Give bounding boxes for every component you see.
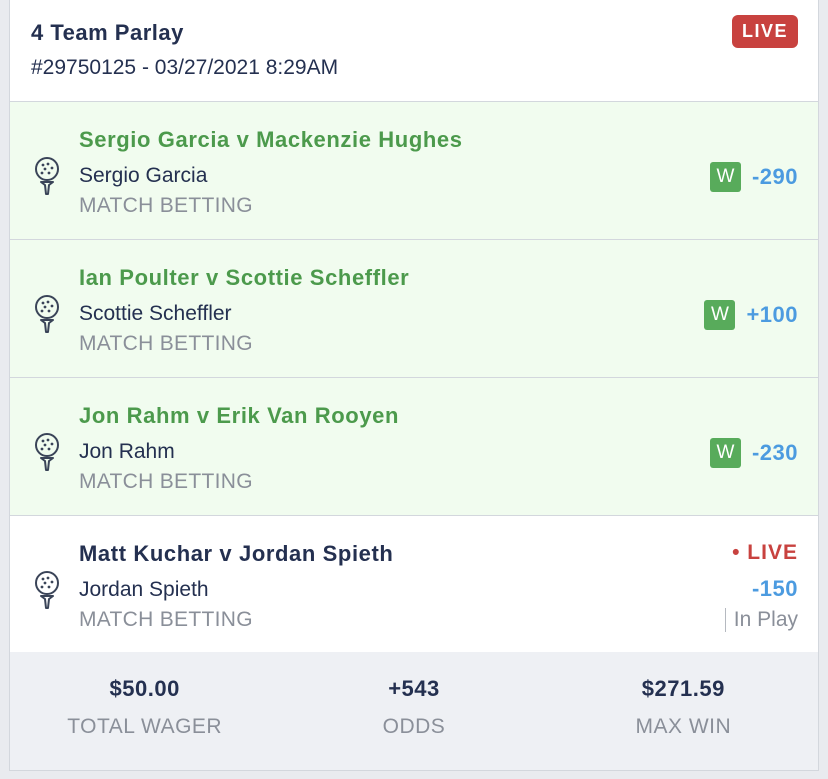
leg-row[interactable]: Ian Poulter v Scottie Scheffler Scottie … — [10, 240, 818, 378]
total-wager-label: TOTAL WAGER — [67, 715, 223, 738]
leg-odds: +100 — [746, 302, 798, 327]
leg-result: W -230 — [709, 438, 798, 468]
total-wager-value: $50.00 — [109, 676, 180, 701]
bet-summary: $50.00 TOTAL WAGER +543 ODDS $271.59 MAX… — [10, 652, 818, 770]
golf-ball-icon — [35, 157, 59, 195]
leg-market: MATCH BETTING — [79, 194, 253, 217]
odds-stat: +543 ODDS — [279, 652, 548, 770]
leg-matchup: Jon Rahm v Erik Van Rooyen — [79, 403, 400, 428]
win-badge: W — [704, 300, 736, 330]
leg-odds: -150 — [751, 576, 798, 601]
leg-market: MATCH BETTING — [79, 332, 253, 355]
max-win-stat: $271.59 MAX WIN — [549, 652, 818, 770]
golf-ball-icon — [35, 295, 59, 333]
odds-label: ODDS — [382, 715, 446, 738]
bet-title: 4 Team Parlay — [31, 20, 184, 45]
leg-result: W +100 — [704, 300, 798, 330]
leg-odds: -290 — [751, 164, 798, 189]
bet-header: 4 Team Parlay #29750125 - 03/27/2021 8:2… — [10, 0, 818, 102]
leg-result: W -290 — [709, 162, 798, 192]
max-win-label: MAX WIN — [635, 715, 732, 738]
leg-in-play-status: In Play — [724, 608, 798, 632]
total-wager-stat: $50.00 TOTAL WAGER — [10, 652, 279, 770]
odds-value: +543 — [388, 676, 440, 701]
leg-market: MATCH BETTING — [79, 470, 253, 493]
leg-row[interactable]: Sergio Garcia v Mackenzie Hughes Sergio … — [10, 102, 818, 240]
max-win-value: $271.59 — [641, 676, 725, 701]
leg-selection: Jon Rahm — [79, 440, 175, 463]
bet-id-timestamp: #29750125 - 03/27/2021 8:29AM — [31, 56, 339, 79]
leg-selection: Scottie Scheffler — [79, 302, 232, 325]
live-badge: LIVE — [731, 15, 798, 48]
leg-row[interactable]: Matt Kuchar v Jordan Spieth Jordan Spiet… — [10, 516, 818, 655]
leg-matchup: Matt Kuchar v Jordan Spieth — [79, 541, 394, 566]
leg-live-status: • LIVE — [732, 541, 798, 564]
leg-row[interactable]: Jon Rahm v Erik Van Rooyen Jon Rahm MATC… — [10, 378, 818, 516]
leg-market: MATCH BETTING — [79, 608, 253, 631]
win-badge: W — [709, 438, 741, 468]
leg-selection: Jordan Spieth — [79, 578, 209, 601]
leg-selection: Sergio Garcia — [79, 164, 208, 187]
win-badge: W — [709, 162, 741, 192]
golf-ball-icon — [35, 571, 59, 609]
leg-matchup: Sergio Garcia v Mackenzie Hughes — [79, 127, 463, 152]
bet-slip-card: 4 Team Parlay #29750125 - 03/27/2021 8:2… — [9, 0, 819, 771]
leg-matchup: Ian Poulter v Scottie Scheffler — [79, 265, 410, 290]
golf-ball-icon — [35, 433, 59, 471]
leg-odds: -230 — [751, 440, 798, 465]
